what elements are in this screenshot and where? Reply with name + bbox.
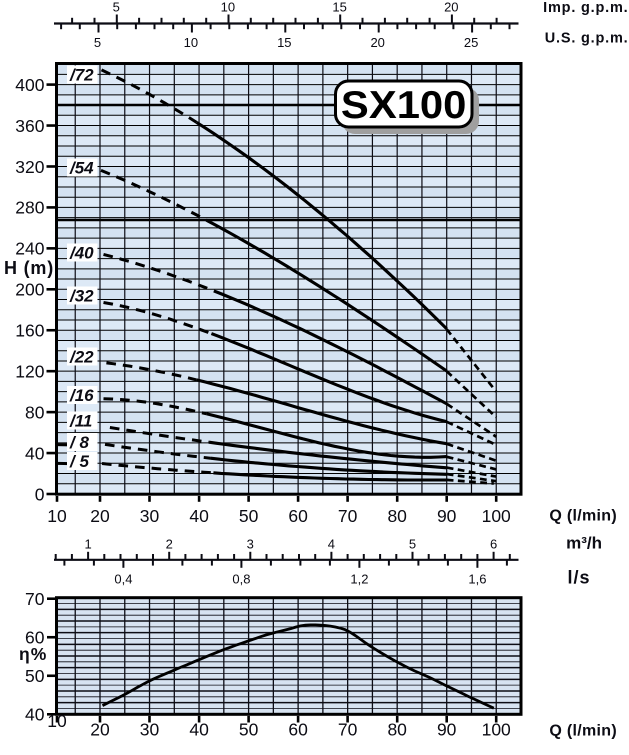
svg-text:360: 360: [15, 116, 44, 136]
svg-text:0,4: 0,4: [114, 572, 132, 587]
svg-text:50: 50: [239, 506, 259, 526]
svg-text:40: 40: [189, 719, 209, 739]
svg-text:/ 5: / 5: [69, 452, 89, 471]
svg-text:50: 50: [239, 719, 259, 739]
svg-text:60: 60: [288, 719, 308, 739]
svg-text:10: 10: [184, 35, 198, 50]
svg-text:Q (l/min): Q (l/min): [549, 508, 617, 525]
svg-text:3: 3: [247, 537, 254, 552]
svg-text:6: 6: [490, 537, 497, 552]
svg-text:10: 10: [221, 0, 235, 15]
svg-text:60: 60: [288, 506, 308, 526]
svg-text:80: 80: [387, 719, 407, 739]
svg-text:/32: /32: [69, 287, 94, 306]
svg-text:/16: /16: [69, 386, 94, 405]
svg-text:0,8: 0,8: [232, 572, 250, 587]
svg-text:40: 40: [25, 443, 45, 463]
svg-text:40: 40: [25, 705, 45, 725]
svg-text:200: 200: [15, 280, 44, 300]
svg-text:4: 4: [328, 537, 335, 552]
svg-text:Imp. g.p.m.: Imp. g.p.m.: [543, 0, 628, 16]
svg-text:5: 5: [94, 35, 101, 50]
svg-text:/72: /72: [69, 66, 94, 85]
svg-text:100: 100: [482, 719, 511, 739]
svg-text:1: 1: [84, 537, 91, 552]
svg-text:15: 15: [277, 35, 291, 50]
svg-text:10: 10: [47, 711, 67, 731]
svg-text:l/s: l/s: [567, 568, 590, 588]
svg-text:5: 5: [113, 0, 120, 15]
svg-text:400: 400: [15, 75, 44, 95]
svg-text:5: 5: [409, 537, 416, 552]
svg-text:70: 70: [25, 589, 45, 609]
svg-text:280: 280: [15, 198, 44, 218]
svg-text:Q (l/min): Q (l/min): [549, 722, 617, 739]
svg-text:320: 320: [15, 157, 44, 177]
svg-text:2: 2: [166, 537, 173, 552]
svg-text:120: 120: [15, 361, 44, 381]
svg-text:1,2: 1,2: [350, 572, 368, 587]
svg-text:40: 40: [189, 506, 209, 526]
svg-text:25: 25: [464, 35, 478, 50]
svg-text:90: 90: [437, 506, 457, 526]
svg-text:/54: /54: [69, 159, 94, 178]
svg-text:SX100: SX100: [341, 84, 467, 127]
svg-text:20: 20: [90, 719, 110, 739]
svg-text:50: 50: [25, 666, 45, 686]
svg-text:90: 90: [437, 719, 457, 739]
svg-text:m³/h: m³/h: [566, 534, 602, 553]
svg-text:0: 0: [35, 484, 45, 504]
svg-text:1,6: 1,6: [468, 572, 486, 587]
svg-text:240: 240: [15, 239, 44, 259]
svg-text:20: 20: [90, 506, 110, 526]
svg-text:/40: /40: [69, 244, 94, 263]
svg-text:160: 160: [15, 321, 44, 341]
svg-text:/22: /22: [69, 348, 94, 367]
svg-text:80: 80: [387, 506, 407, 526]
svg-text:100: 100: [482, 506, 511, 526]
svg-text:15: 15: [332, 0, 346, 15]
svg-text:30: 30: [140, 719, 160, 739]
svg-text:η%: η%: [19, 644, 47, 664]
svg-text:80: 80: [25, 402, 45, 422]
svg-text:70: 70: [338, 506, 358, 526]
svg-text:10: 10: [47, 506, 67, 526]
svg-text:U.S. g.p.m.: U.S. g.p.m.: [545, 31, 629, 47]
svg-text:H (m): H (m): [4, 258, 54, 278]
svg-text:20: 20: [370, 35, 384, 50]
svg-text:20: 20: [444, 0, 458, 15]
svg-text:/ 8: / 8: [69, 433, 89, 452]
svg-text:70: 70: [338, 719, 358, 739]
svg-text:/11: /11: [69, 412, 92, 431]
svg-text:30: 30: [140, 506, 160, 526]
